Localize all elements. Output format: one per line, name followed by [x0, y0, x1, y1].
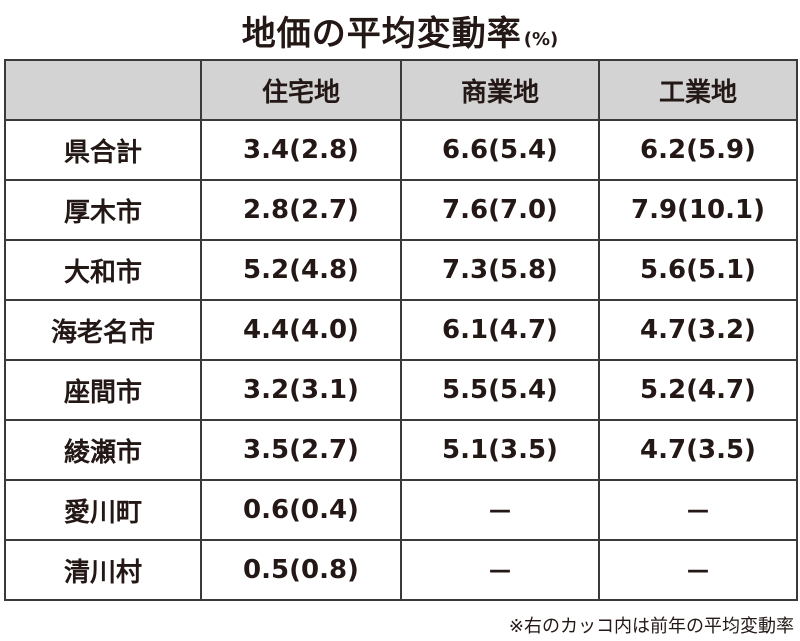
- value-cell: 5.6(5.1): [598, 239, 798, 301]
- value-cell: 2.8(2.7): [200, 179, 402, 241]
- row-label: 大和市: [4, 239, 202, 301]
- value-cell: 5.2(4.8): [200, 239, 402, 301]
- value-cell: 5.1(3.5): [400, 419, 600, 481]
- value-cell: －: [598, 479, 798, 541]
- value-cell: 4.7(3.5): [598, 419, 798, 481]
- header-cell-industrial: 工業地: [598, 59, 798, 121]
- row-label: 愛川町: [4, 479, 202, 541]
- row-label: 厚木市: [4, 179, 202, 241]
- table-row: 愛川町 0.6(0.4) －－: [4, 479, 798, 541]
- value-cell: －: [400, 539, 600, 601]
- value-cell: 3.5(2.7): [200, 419, 402, 481]
- value-cell: －: [400, 479, 600, 541]
- value-cell: 3.4(2.8): [200, 119, 402, 181]
- row-label: 海老名市: [4, 299, 202, 361]
- row-label: 県合計: [4, 119, 202, 181]
- value-cell: 7.6(7.0): [400, 179, 600, 241]
- header-cell-corner: [4, 59, 202, 121]
- value-cell: 6.1(4.7): [400, 299, 600, 361]
- land-price-table: 住宅地 商業地 工業地 県合計 3.4(2.8) 6.6(5.4) 6.2(5.9) 厚…: [4, 59, 798, 601]
- table-row: 大和市 5.2(4.8) 7.3(5.8) 5.6(5.1): [4, 239, 798, 301]
- header-row: 住宅地 商業地 工業地: [4, 59, 798, 121]
- value-cell: 3.2(3.1): [200, 359, 402, 421]
- value-cell: 4.7(3.2): [598, 299, 798, 361]
- table-header: 住宅地 商業地 工業地: [4, 59, 798, 121]
- table-row: 県合計 3.4(2.8) 6.6(5.4) 6.2(5.9): [4, 119, 798, 181]
- header-cell-commercial: 商業地: [400, 59, 600, 121]
- table-row: 座間市 3.2(3.1) 5.5(5.4) 5.2(4.7): [4, 359, 798, 421]
- value-cell: 0.6(0.4): [200, 479, 402, 541]
- chart-title: 地価の平均変動率 (%): [0, 6, 800, 55]
- table-body: 県合計 3.4(2.8) 6.6(5.4) 6.2(5.9) 厚木市 2.8(2.7) 7.…: [4, 119, 798, 601]
- footnote: ※右のカッコ内は前年の平均変動率: [508, 616, 794, 637]
- value-cell: 7.9(10.1): [598, 179, 798, 241]
- value-cell: 6.2(5.9): [598, 119, 798, 181]
- header-cell-residential: 住宅地: [200, 59, 402, 121]
- value-cell: 7.3(5.8): [400, 239, 600, 301]
- table-row: 厚木市 2.8(2.7) 7.6(7.0) 7.9(10.1): [4, 179, 798, 241]
- value-cell: 6.6(5.4): [400, 119, 600, 181]
- value-cell: 4.4(4.0): [200, 299, 402, 361]
- title-unit: (%): [523, 29, 559, 50]
- row-label: 座間市: [4, 359, 202, 421]
- value-cell: 5.5(5.4): [400, 359, 600, 421]
- title-text: 地価の平均変動率: [241, 14, 522, 54]
- value-cell: 0.5(0.8): [200, 539, 402, 601]
- table-row: 綾瀬市 3.5(2.7) 5.1(3.5) 4.7(3.5): [4, 419, 798, 481]
- row-label: 綾瀬市: [4, 419, 202, 481]
- value-cell: 5.2(4.7): [598, 359, 798, 421]
- table-row: 海老名市 4.4(4.0) 6.1(4.7) 4.7(3.2): [4, 299, 798, 361]
- table-row: 清川村 0.5(0.8) －－: [4, 539, 798, 601]
- value-cell: －: [598, 539, 798, 601]
- row-label: 清川村: [4, 539, 202, 601]
